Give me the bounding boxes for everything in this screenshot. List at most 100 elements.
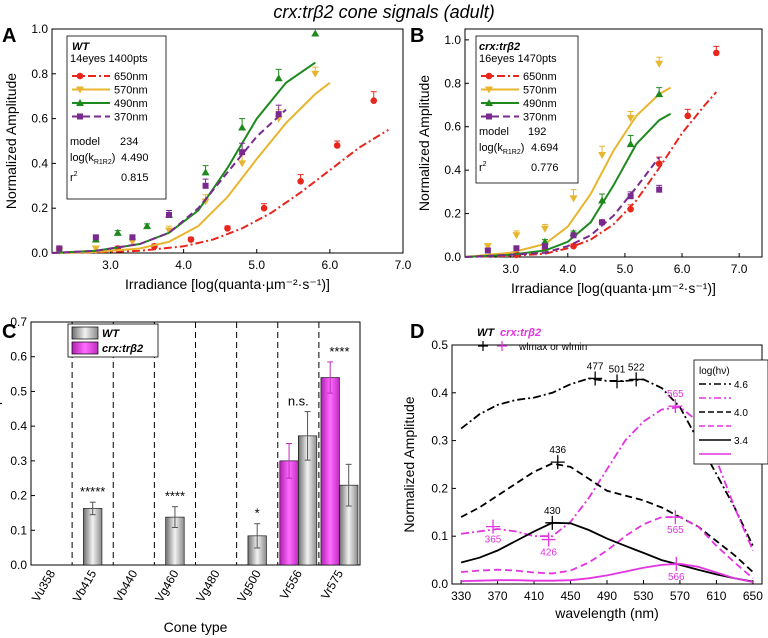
panel-letter-b: B — [410, 25, 424, 47]
a-point-370nm — [92, 234, 99, 241]
b-point-370nm — [484, 247, 491, 254]
b-point-570nm — [540, 225, 549, 233]
b-point-490nm — [598, 196, 607, 204]
d-curve-WT-3.4 — [460, 521, 754, 583]
loghv-34-label: 3.4 — [734, 436, 748, 447]
c-ytick-label: 0.2 — [10, 489, 27, 503]
d-extremum-label: 477 — [587, 361, 604, 372]
b-point-370nm — [570, 232, 577, 239]
a-point-650nm — [297, 178, 304, 185]
a-xtick-label: 4.0 — [175, 258, 192, 272]
c-significance-label: ***** — [80, 484, 105, 499]
b-point-650nm — [655, 160, 663, 167]
legend-c-wt-swatch — [71, 326, 99, 340]
b-fit-570nm — [464, 86, 672, 258]
legend-b-model-value: 192 — [528, 126, 546, 138]
legend-c-crx-label: crx:trβ2 — [102, 343, 143, 355]
b-point-650nm — [684, 112, 692, 120]
a-legend-marker-370nm — [77, 113, 83, 120]
b-ytick-label: 0.4 — [444, 163, 461, 177]
b-xtick-label: 6.0 — [674, 262, 691, 276]
legend-d-marker-label: wlmax or wlmin — [518, 342, 587, 353]
a-xtick-label: 5.0 — [248, 258, 265, 272]
d-ytick-label: 0.0 — [431, 577, 448, 591]
a-ytick-label: 0.2 — [31, 201, 48, 215]
a-ylabel: Normalized Amplitude — [3, 73, 19, 209]
legend-b-r2-value: 0.776 — [531, 162, 559, 174]
b-point-490nm — [655, 90, 664, 98]
b-legend-label: 490nm — [523, 98, 557, 110]
b-point-490nm — [540, 237, 549, 245]
legend-a-title: WT — [72, 41, 90, 53]
b-xtick-label: 4.0 — [559, 262, 576, 276]
d-extremum-label: 565 — [667, 389, 684, 400]
a-point-370nm — [202, 182, 209, 189]
d-extremum-marker — [610, 374, 625, 389]
d-extremum-label: 565 — [667, 525, 684, 536]
d-extremum-label: 430 — [544, 506, 561, 517]
c-category-label: Vr556 — [277, 567, 305, 602]
a-ytick-label: 0.8 — [31, 67, 48, 81]
loghv-40-label: 4.0 — [734, 408, 748, 419]
d-extremum-label: 426 — [540, 548, 557, 559]
d-extremum-label: 436 — [549, 445, 566, 456]
d-xlabel: wavelength (nm) — [554, 605, 659, 621]
b-point-650nm — [570, 242, 577, 250]
panel-a-irradiance-chart: 3.0 4.0 5.0 6.0 7.0 0.0 0.2 0.4 0.6 0.8 1.0 Irradia… — [3, 22, 412, 292]
a-ytick-label: 0.0 — [31, 246, 48, 260]
b-point-370nm — [599, 219, 606, 226]
legend-a-r2-label: r2 — [70, 171, 78, 184]
b-legend-marker-490nm — [485, 99, 493, 106]
c-significance-label: * — [255, 506, 260, 521]
a-point-570nm — [311, 70, 320, 78]
b-ytick-label: 0.6 — [444, 120, 461, 134]
a-legend-marker-570nm — [76, 86, 84, 94]
d-extremum-marker — [669, 556, 684, 571]
legend-d-wt: WT — [477, 327, 495, 339]
panel-c-bar-chart: 0.0 0.1 0.2 0.3 0.4 0.5 0.6 0.7 Cone Saturation … — [0, 315, 361, 635]
b-point-490nm — [626, 140, 635, 148]
d-extremum-marker — [486, 519, 501, 534]
loghv-title: log(hν) — [699, 366, 730, 377]
a-ytick-label: 0.4 — [31, 156, 48, 170]
a-point-570nm — [238, 160, 247, 168]
d-xtick-label: 650 — [743, 589, 763, 603]
panel-letter-a: A — [2, 25, 16, 47]
a-legend-label: 570nm — [114, 85, 148, 97]
a-point-570nm — [128, 238, 137, 246]
d-xtick-label: 450 — [561, 589, 581, 603]
a-point-370nm — [275, 111, 282, 118]
b-point-570nm — [655, 60, 664, 68]
d-ytick-label: 0.1 — [431, 529, 448, 543]
a-plot-frame — [51, 28, 404, 254]
legend-b-title: crx:trβ2 — [479, 41, 520, 53]
panel-letter-c: C — [2, 321, 16, 343]
a-point-370nm — [129, 234, 136, 241]
a-point-650nm — [187, 236, 195, 243]
b-xlabel: Irradiance [log(quanta·µm⁻²·s⁻¹)] — [511, 280, 716, 296]
c-ytick-label: 0.4 — [10, 419, 27, 433]
c-ytick-label: 0.3 — [10, 454, 27, 468]
d-extremum-marker — [550, 455, 565, 470]
b-ytick-label: 0.8 — [444, 76, 461, 90]
d-ytick-label: 0.3 — [431, 434, 448, 448]
b-plot-frame — [464, 28, 763, 258]
legend-a-subtitle: 14eyes 1400pts — [70, 53, 148, 65]
d-extremum-label: 501 — [609, 364, 626, 375]
d-extremum-marker — [541, 532, 556, 547]
c-bar-crx — [320, 377, 340, 566]
legend-c-crx-swatch — [71, 341, 99, 355]
b-ytick-label: 1.0 — [444, 33, 461, 47]
d-extremum-label: 566 — [668, 572, 685, 583]
b-xtick-label: 5.0 — [617, 262, 634, 276]
d-extremum-marker — [668, 510, 683, 525]
b-legend-label: 650nm — [523, 71, 557, 83]
b-ylabel: Normalized Amplitude — [416, 75, 432, 211]
b-point-370nm — [627, 193, 634, 200]
b-legend-label: 570nm — [523, 85, 557, 97]
a-point-490nm — [113, 228, 122, 236]
d-ylabel: Normalized Amplitude — [401, 396, 417, 532]
b-point-370nm — [656, 186, 663, 193]
